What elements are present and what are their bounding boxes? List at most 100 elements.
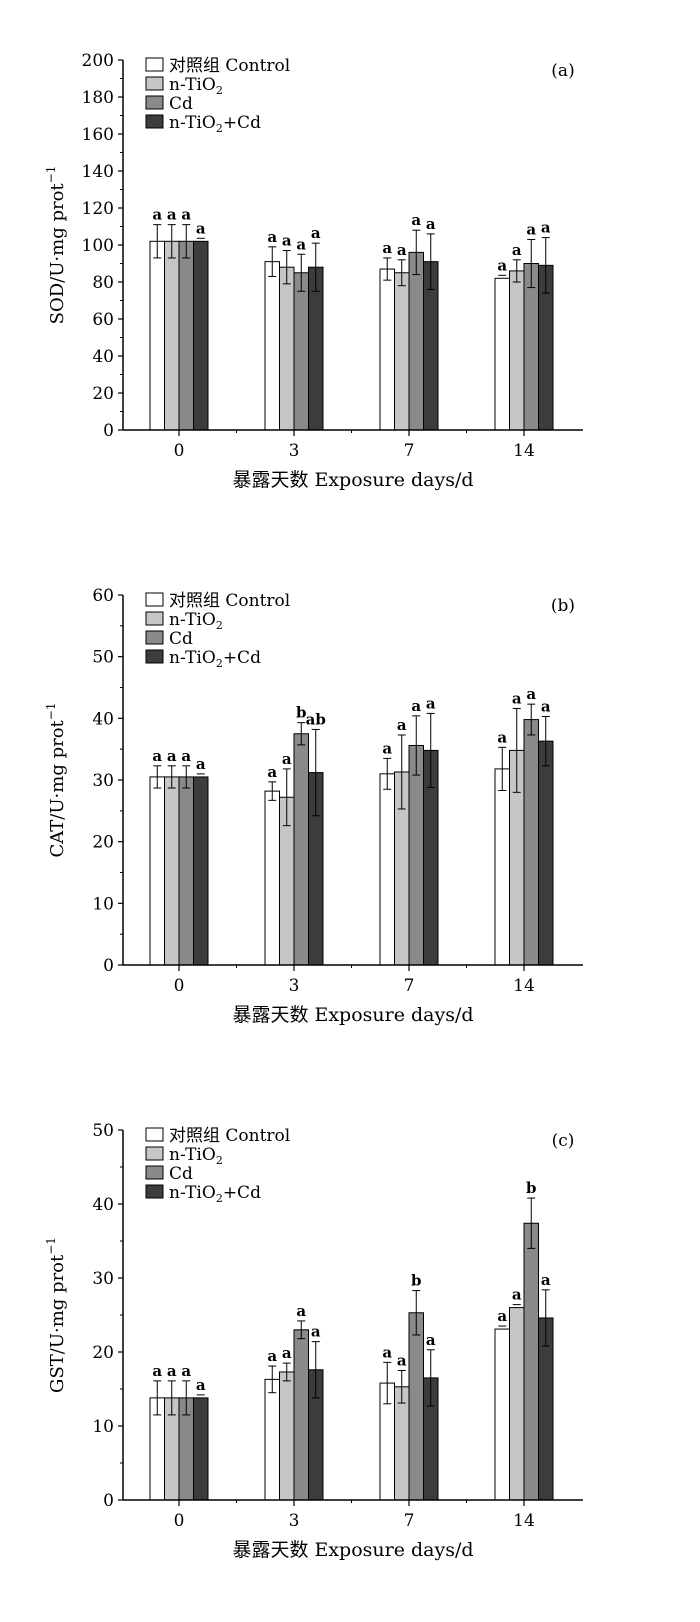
significance-letter: a [282, 1344, 292, 1362]
bar [523, 263, 539, 431]
legend-label: n-TiO2+Cd [169, 113, 261, 135]
bar [293, 733, 309, 966]
significance-letter: a [282, 232, 292, 250]
y-tick-label: 50 [92, 648, 114, 668]
bar [178, 776, 194, 966]
x-axis-label: 暴露天数 Exposure days/d [232, 469, 473, 491]
significance-letter: a [196, 755, 206, 773]
significance-letter: a [167, 747, 177, 765]
significance-letter: a [541, 697, 551, 715]
legend-label: n-TiO2 [169, 610, 223, 632]
panel-label: (b) [551, 596, 575, 616]
bar [264, 261, 280, 431]
y-tick-label: 40 [92, 709, 114, 729]
bar [178, 240, 194, 431]
x-tick-label: 14 [513, 1511, 535, 1531]
significance-letter: a [152, 1362, 162, 1380]
significance-letter: a [512, 241, 522, 259]
bar [494, 768, 510, 966]
legend-label: 对照组 Control [169, 1126, 290, 1146]
legend-swatch [145, 1184, 164, 1199]
y-axis-label: CAT/U·mg prot−1 [44, 703, 68, 858]
significance-letter: a [296, 235, 306, 253]
bar [394, 272, 410, 431]
bar [164, 240, 180, 431]
legend-swatch [145, 57, 164, 72]
significance-letter: b [411, 1272, 422, 1290]
significance-letter: a [426, 215, 436, 233]
bar [509, 1307, 525, 1501]
bar [293, 272, 309, 431]
significance-letter: a [512, 689, 522, 707]
significance-letter: a [296, 1302, 306, 1320]
y-tick-label: 140 [82, 162, 114, 182]
x-tick-label: 0 [174, 976, 185, 996]
significance-letter: ab [306, 710, 326, 728]
panel-label: (c) [552, 1131, 575, 1151]
significance-letter: b [526, 1179, 537, 1197]
significance-letter: b [296, 704, 307, 722]
significance-letter: a [397, 716, 407, 734]
significance-letter: a [152, 747, 162, 765]
panel-label: (a) [551, 61, 574, 81]
legend-swatch [145, 630, 164, 645]
significance-letter: a [497, 728, 507, 746]
bar [538, 740, 554, 966]
bar [494, 1328, 510, 1501]
significance-letter: a [397, 1352, 407, 1370]
legend-label: Cd [169, 629, 193, 649]
significance-letter: a [167, 1362, 177, 1380]
bar [394, 1386, 410, 1501]
y-tick-label: 50 [92, 1121, 114, 1141]
x-tick-label: 3 [289, 976, 300, 996]
y-tick-label: 10 [92, 1417, 114, 1437]
significance-letter: a [181, 1362, 191, 1380]
x-tick-label: 0 [174, 1511, 185, 1531]
bar [494, 277, 510, 431]
significance-letter: a [541, 1271, 551, 1289]
x-tick-label: 0 [174, 441, 185, 461]
y-tick-label: 20 [92, 384, 114, 404]
legend-swatch [145, 95, 164, 110]
y-tick-label: 0 [103, 956, 114, 976]
significance-letter: a [196, 219, 206, 237]
legend-label: Cd [169, 1164, 193, 1184]
bar [193, 776, 209, 966]
legend-swatch [145, 592, 164, 607]
significance-letter: a [311, 1323, 321, 1341]
x-tick-label: 14 [513, 441, 535, 461]
y-tick-label: 80 [92, 273, 114, 293]
chart-panel-gst: a a a a a a a a a a b a a a b a 0 10 20 30 40 50 0 3 7 14 暴露天数 Exp… [0, 1070, 700, 1590]
x-tick-label: 7 [404, 441, 415, 461]
bar [149, 776, 165, 966]
legend-label: n-TiO2 [169, 1145, 223, 1167]
y-tick-label: 30 [92, 771, 114, 791]
significance-letter: a [411, 697, 421, 715]
y-tick-label: 30 [92, 1269, 114, 1289]
y-axis-label: GST/U·mg prot−1 [44, 1237, 68, 1393]
bar [523, 719, 539, 966]
y-tick-label: 100 [82, 236, 114, 256]
significance-letter: a [382, 739, 392, 757]
legend-label: n-TiO2 [169, 75, 223, 97]
x-axis-label: 暴露天数 Exposure days/d [232, 1539, 473, 1561]
legend-swatch [145, 1146, 164, 1161]
significance-letter: a [526, 685, 536, 703]
significance-letter: a [426, 694, 436, 712]
legend-swatch [145, 611, 164, 626]
bar [379, 773, 395, 966]
y-tick-label: 60 [92, 310, 114, 330]
legend-swatch [145, 76, 164, 91]
bar [509, 270, 525, 431]
legend-label: 对照组 Control [169, 56, 290, 76]
legend-swatch [145, 114, 164, 129]
significance-letter: a [512, 1286, 522, 1304]
legend-label: 对照组 Control [169, 591, 290, 611]
y-tick-label: 160 [82, 125, 114, 145]
bar [523, 1222, 539, 1501]
chart-panel-sod: a a a a a a a a a a a a a a a a 0 20 40 60 80 100 120 140 160 180… [0, 0, 700, 520]
y-tick-label: 20 [92, 833, 114, 853]
significance-letter: a [382, 239, 392, 257]
legend-swatch [145, 649, 164, 664]
